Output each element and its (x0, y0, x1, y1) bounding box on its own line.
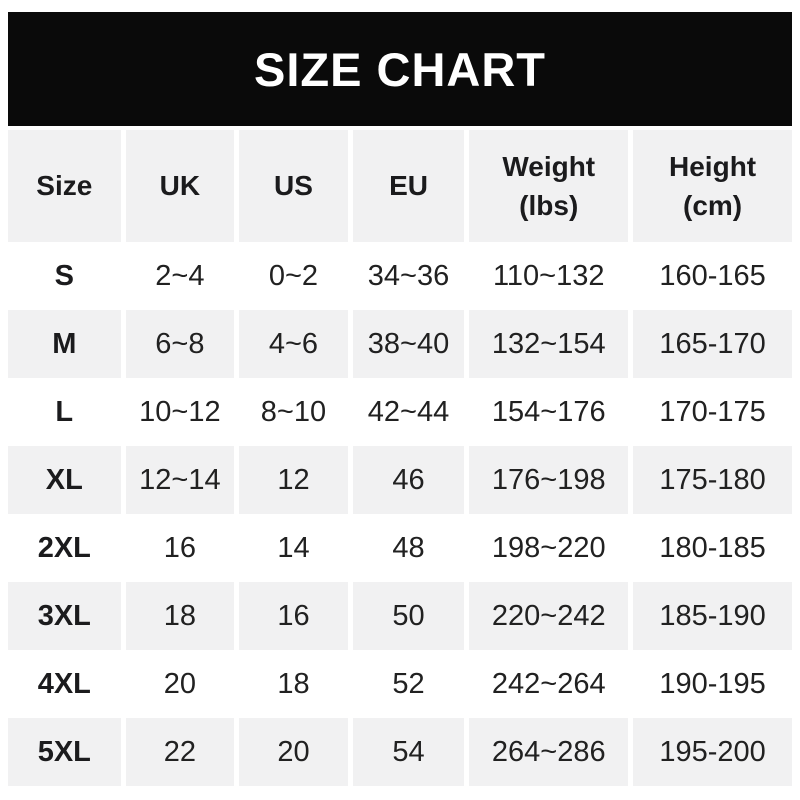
cell-weight: 154~176 (469, 378, 629, 446)
cell-size: S (8, 242, 121, 310)
cell-uk: 22 (125, 718, 235, 786)
cell-size: 2XL (8, 514, 121, 582)
cell-us: 16 (239, 582, 348, 650)
column-header-label: UK (159, 170, 201, 202)
cell-weight: 220~242 (469, 582, 629, 650)
cell-size: 3XL (8, 582, 121, 650)
cell-height: 175-180 (633, 446, 792, 514)
cell-uk: 2~4 (125, 242, 235, 310)
cell-us: 20 (239, 718, 348, 786)
cell-size: 5XL (8, 718, 121, 786)
column-header-label: EU (389, 170, 428, 202)
column-header-uk: UK (125, 130, 235, 242)
column-header-weight: Weight (lbs) (469, 130, 629, 242)
cell-us: 0~2 (239, 242, 348, 310)
cell-us: 12 (239, 446, 348, 514)
cell-uk: 12~14 (125, 446, 235, 514)
cell-eu: 46 (352, 446, 465, 514)
cell-uk: 16 (125, 514, 235, 582)
cell-size: M (8, 310, 121, 378)
column-header-sublabel: (lbs) (519, 190, 579, 221)
cell-height: 170-175 (633, 378, 792, 446)
cell-uk: 20 (125, 650, 235, 718)
size-table: Size UK US EU Weight (lbs) Height (cm) (8, 130, 792, 786)
cell-height: 185-190 (633, 582, 792, 650)
cell-us: 8~10 (239, 378, 348, 446)
cell-weight: 176~198 (469, 446, 629, 514)
cell-weight: 264~286 (469, 718, 629, 786)
cell-height: 165-170 (633, 310, 792, 378)
cell-size: L (8, 378, 121, 446)
cell-eu: 34~36 (352, 242, 465, 310)
column-header-sublabel: (cm) (683, 190, 743, 221)
column-header-eu: EU (352, 130, 465, 242)
cell-us: 4~6 (239, 310, 348, 378)
cell-eu: 50 (352, 582, 465, 650)
cell-height: 180-185 (633, 514, 792, 582)
cell-height: 160-165 (633, 242, 792, 310)
cell-size: 4XL (8, 650, 121, 718)
cell-us: 14 (239, 514, 348, 582)
cell-weight: 110~132 (469, 242, 629, 310)
cell-eu: 38~40 (352, 310, 465, 378)
cell-uk: 10~12 (125, 378, 235, 446)
cell-uk: 6~8 (125, 310, 235, 378)
cell-eu: 48 (352, 514, 465, 582)
column-header-us: US (239, 130, 348, 242)
column-header-label: Size (36, 170, 93, 202)
cell-weight: 132~154 (469, 310, 629, 378)
cell-size: XL (8, 446, 121, 514)
cell-eu: 42~44 (352, 378, 465, 446)
column-header-label: US (273, 170, 313, 202)
cell-us: 18 (239, 650, 348, 718)
page-title: SIZE CHART (254, 42, 546, 96)
cell-uk: 18 (125, 582, 235, 650)
column-header-height: Height (cm) (633, 130, 792, 242)
cell-height: 190-195 (633, 650, 792, 718)
cell-weight: 242~264 (469, 650, 629, 718)
cell-height: 195-200 (633, 718, 792, 786)
cell-eu: 52 (352, 650, 465, 718)
column-header-label: Weight (502, 150, 596, 182)
size-chart-banner: SIZE CHART (8, 12, 792, 126)
cell-eu: 54 (352, 718, 465, 786)
column-header-size: Size (8, 130, 121, 242)
column-header-label: Height (669, 150, 757, 182)
cell-weight: 198~220 (469, 514, 629, 582)
